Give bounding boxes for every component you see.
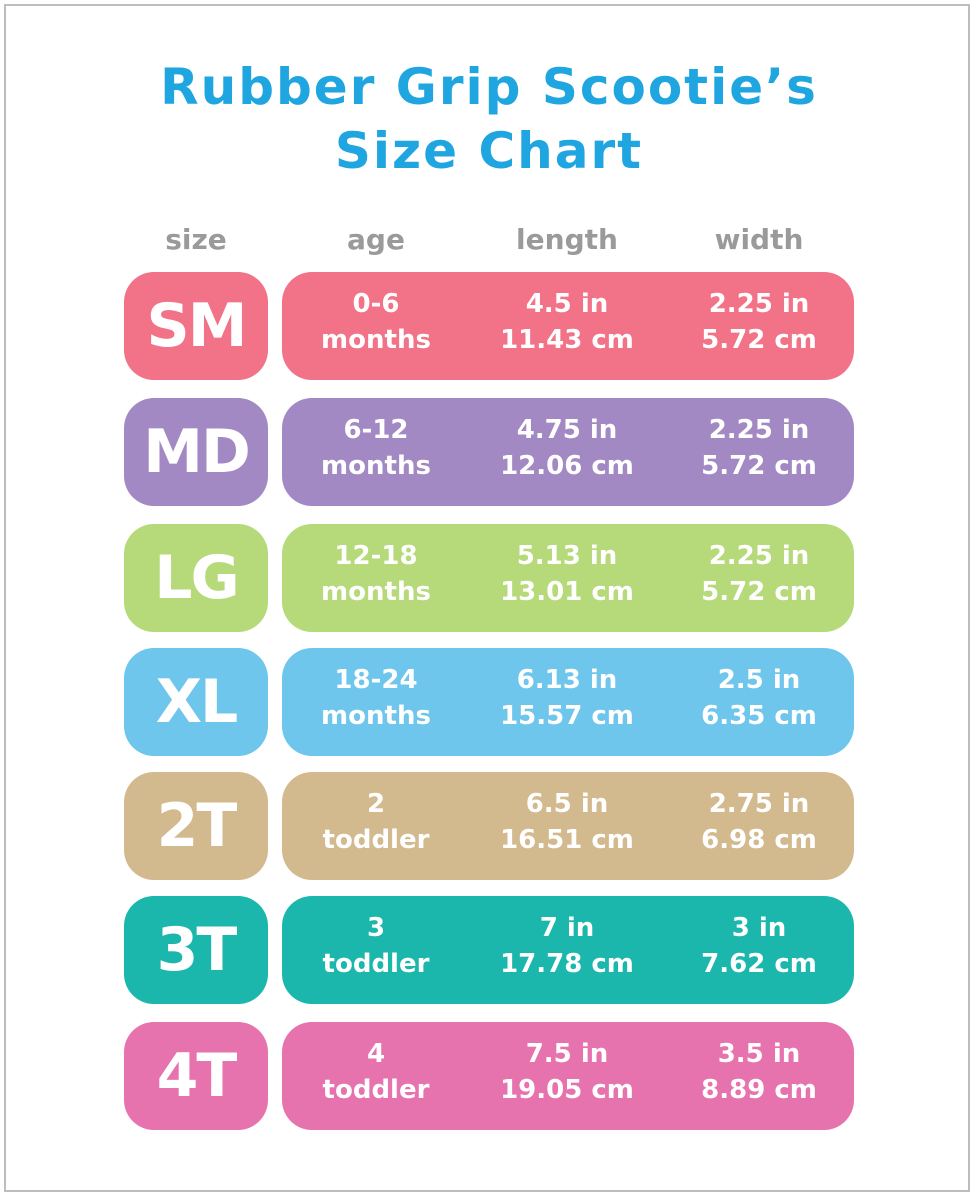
age-cell: 12-18 months [296, 538, 456, 610]
width-cell: 2.75 in 6.98 cm [674, 786, 844, 858]
size-details: 3 toddler 7 in 17.78 cm 3 in 7.62 cm [282, 896, 854, 1004]
size-badge: SM [124, 272, 268, 380]
size-row-2t: 2T 2 toddler 6.5 in 16.51 cm 2.75 in 6.9… [0, 772, 978, 880]
size-badge: 4T [124, 1022, 268, 1130]
age-unit: months [321, 451, 431, 481]
width-cm: 5.72 cm [701, 577, 817, 607]
width-inches: 2.25 in [708, 415, 810, 445]
age-range: 12-18 [334, 541, 418, 571]
age-unit: months [321, 577, 431, 607]
length-cell: 6.13 in 15.57 cm [482, 662, 652, 734]
header-length: length [516, 223, 618, 256]
size-badge: 2T [124, 772, 268, 880]
header-size: size [165, 223, 227, 256]
width-cm: 6.35 cm [701, 701, 817, 731]
length-cm: 11.43 cm [500, 325, 634, 355]
age-range: 4 [366, 1039, 386, 1069]
size-row-lg: LG 12-18 months 5.13 in 13.01 cm 2.25 in… [0, 524, 978, 632]
size-badge: MD [124, 398, 268, 506]
width-cell: 3.5 in 8.89 cm [674, 1036, 844, 1108]
length-cell: 6.5 in 16.51 cm [482, 786, 652, 858]
length-cell: 7 in 17.78 cm [482, 910, 652, 982]
age-unit: toddler [322, 949, 430, 979]
age-cell: 4 toddler [296, 1036, 456, 1108]
age-range: 0-6 [352, 289, 400, 319]
length-cm: 17.78 cm [500, 949, 634, 979]
age-unit: toddler [322, 1075, 430, 1105]
length-inches: 6.5 in [525, 789, 609, 819]
width-inches: 2.75 in [708, 789, 810, 819]
header-width: width [714, 223, 804, 256]
width-cell: 2.25 in 5.72 cm [674, 286, 844, 358]
age-cell: 6-12 months [296, 412, 456, 484]
width-cell: 2.25 in 5.72 cm [674, 538, 844, 610]
width-cm: 6.98 cm [701, 825, 817, 855]
size-details: 18-24 months 6.13 in 15.57 cm 2.5 in 6.3… [282, 648, 854, 756]
age-cell: 0-6 months [296, 286, 456, 358]
length-inches: 7.5 in [525, 1039, 609, 1069]
width-cell: 3 in 7.62 cm [674, 910, 844, 982]
age-unit: months [321, 325, 431, 355]
age-unit: toddler [322, 825, 430, 855]
length-cell: 7.5 in 19.05 cm [482, 1036, 652, 1108]
age-cell: 18-24 months [296, 662, 456, 734]
size-badge: XL [124, 648, 268, 756]
length-inches: 5.13 in [516, 541, 618, 571]
length-cm: 15.57 cm [500, 701, 634, 731]
length-cell: 4.5 in 11.43 cm [482, 286, 652, 358]
size-row-sm: SM 0-6 months 4.5 in 11.43 cm 2.25 in 5.… [0, 272, 978, 380]
length-cm: 19.05 cm [500, 1075, 634, 1105]
age-range: 2 [366, 789, 386, 819]
size-details: 2 toddler 6.5 in 16.51 cm 2.75 in 6.98 c… [282, 772, 854, 880]
page-title-line-1: Rubber Grip Scootie’s [160, 58, 818, 116]
age-range: 18-24 [334, 665, 418, 695]
size-row-md: MD 6-12 months 4.75 in 12.06 cm 2.25 in … [0, 398, 978, 506]
age-cell: 2 toddler [296, 786, 456, 858]
length-inches: 7 in [539, 913, 595, 943]
size-row-4t: 4T 4 toddler 7.5 in 19.05 cm 3.5 in 8.89… [0, 1022, 978, 1130]
width-inches: 3 in [731, 913, 787, 943]
length-cell: 4.75 in 12.06 cm [482, 412, 652, 484]
width-inches: 2.25 in [708, 541, 810, 571]
age-cell: 3 toddler [296, 910, 456, 982]
width-inches: 2.5 in [717, 665, 801, 695]
length-cm: 16.51 cm [500, 825, 634, 855]
size-details: 0-6 months 4.5 in 11.43 cm 2.25 in 5.72 … [282, 272, 854, 380]
length-inches: 4.5 in [525, 289, 609, 319]
page-title-line-2: Size Chart [334, 122, 644, 180]
size-row-xl: XL 18-24 months 6.13 in 15.57 cm 2.5 in … [0, 648, 978, 756]
length-cell: 5.13 in 13.01 cm [482, 538, 652, 610]
length-inches: 4.75 in [516, 415, 618, 445]
width-cm: 5.72 cm [701, 451, 817, 481]
header-age: age [347, 223, 405, 256]
length-inches: 6.13 in [516, 665, 618, 695]
size-details: 4 toddler 7.5 in 19.05 cm 3.5 in 8.89 cm [282, 1022, 854, 1130]
length-cm: 13.01 cm [500, 577, 634, 607]
age-range: 3 [366, 913, 386, 943]
length-cm: 12.06 cm [500, 451, 634, 481]
age-range: 6-12 [343, 415, 409, 445]
size-badge: LG [124, 524, 268, 632]
size-badge: 3T [124, 896, 268, 1004]
width-cm: 8.89 cm [701, 1075, 817, 1105]
width-cm: 5.72 cm [701, 325, 817, 355]
age-unit: months [321, 701, 431, 731]
width-inches: 2.25 in [708, 289, 810, 319]
width-inches: 3.5 in [717, 1039, 801, 1069]
width-cm: 7.62 cm [701, 949, 817, 979]
width-cell: 2.25 in 5.72 cm [674, 412, 844, 484]
width-cell: 2.5 in 6.35 cm [674, 662, 844, 734]
size-details: 12-18 months 5.13 in 13.01 cm 2.25 in 5.… [282, 524, 854, 632]
size-details: 6-12 months 4.75 in 12.06 cm 2.25 in 5.7… [282, 398, 854, 506]
size-row-3t: 3T 3 toddler 7 in 17.78 cm 3 in 7.62 cm [0, 896, 978, 1004]
